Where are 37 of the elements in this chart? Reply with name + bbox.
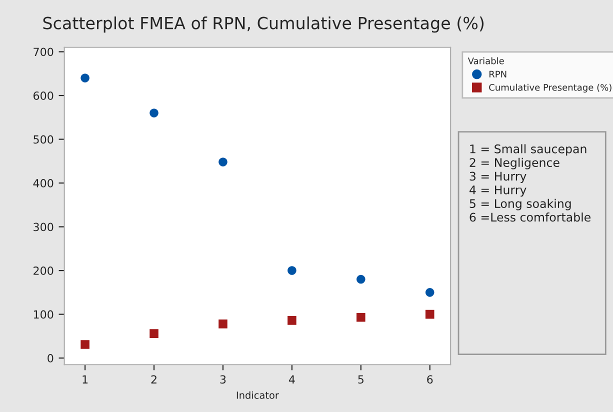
y-tick-label: 400 [33, 179, 54, 188]
point [150, 108, 158, 118]
x-tick-label: 4 [288, 375, 295, 384]
point [150, 329, 158, 338]
legend-label: Cumulative Presentage (%) [489, 84, 612, 93]
text: 1 = Small saucepan [470, 144, 586, 156]
point [80, 74, 90, 82]
y-tick-label: 200 [34, 266, 54, 275]
point [218, 158, 228, 166]
point [288, 316, 296, 325]
point [425, 288, 434, 297]
y-tick-label: 0 [48, 354, 54, 362]
y-tick-label: 600 [34, 91, 54, 100]
chart-title: Scatterplot FMEA of RPN, Cumulative Presentage (%) [43, 16, 484, 33]
y-tick-label: 700 [34, 48, 54, 56]
text: 2 = Negligence [470, 158, 560, 170]
text: 4 = Hurry [470, 186, 526, 197]
point [80, 340, 90, 349]
y-tick-label: 500 [34, 135, 54, 144]
x-tick-label: 2 [151, 375, 156, 384]
x-axis-title: Indicator [236, 391, 279, 399]
x-tick-label: 3 [220, 375, 226, 384]
point [356, 274, 366, 284]
y-tick-label: 100 [34, 310, 54, 319]
legend-label: RPN [489, 70, 506, 78]
x-tick-label: 6 [427, 375, 433, 384]
point [218, 320, 228, 328]
point [425, 310, 434, 319]
x-tick-label: 5 [358, 375, 364, 384]
y-tick-label: 300 [34, 222, 54, 232]
point [288, 266, 296, 275]
text: 6 =Less comfortable [470, 212, 591, 222]
text: 3 = Hurry [470, 172, 526, 183]
legend-title: Variable [468, 57, 504, 64]
point [356, 312, 366, 322]
x-tick-label: 1 [82, 375, 88, 384]
text: 5 = Long soaking [470, 198, 571, 210]
